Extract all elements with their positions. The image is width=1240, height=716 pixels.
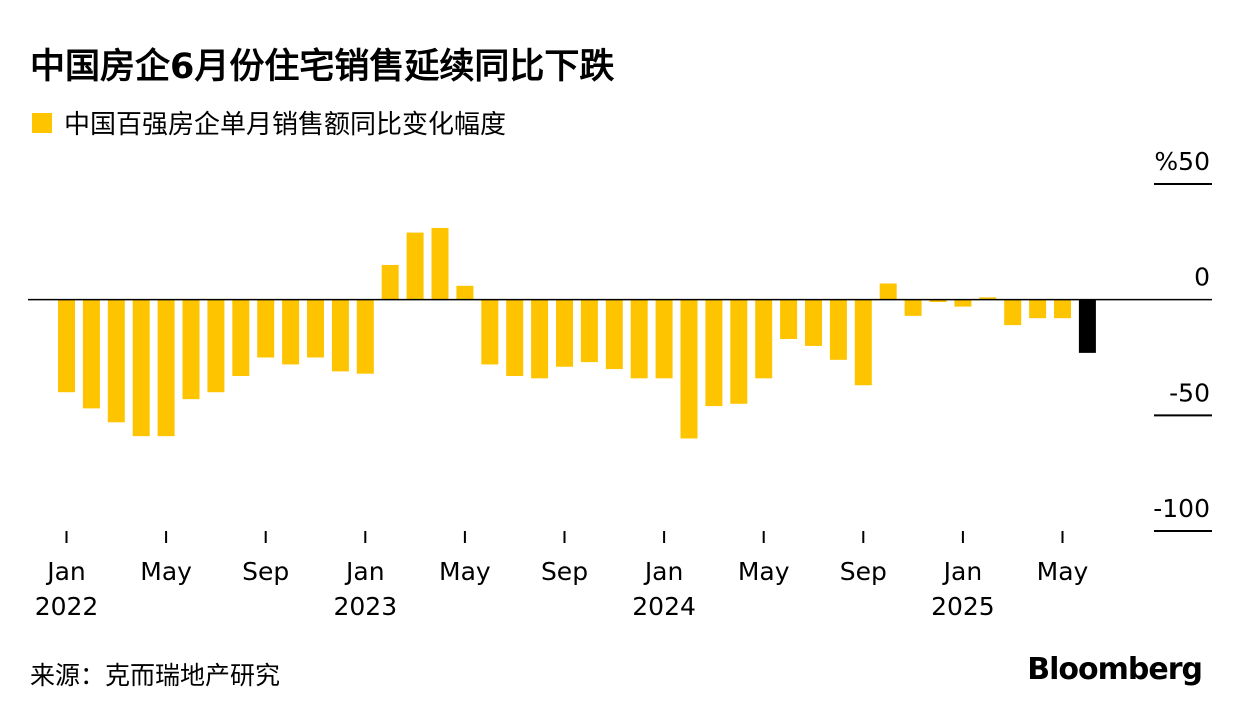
bar xyxy=(107,299,125,423)
bar xyxy=(82,299,100,409)
x-tick-label-month: Sep xyxy=(840,557,887,586)
bar xyxy=(580,299,598,363)
x-tick-label-month: May xyxy=(140,557,192,586)
bloomberg-logo: Bloomberg xyxy=(1027,652,1203,687)
bar xyxy=(182,299,200,400)
bar xyxy=(680,299,698,439)
bar xyxy=(1029,299,1047,319)
bar xyxy=(556,299,573,367)
bar xyxy=(705,299,723,407)
bar xyxy=(406,232,424,300)
bar xyxy=(132,299,150,437)
bar xyxy=(655,299,673,379)
bar xyxy=(232,299,250,377)
bar xyxy=(282,299,300,365)
legend: 中国百强房企单月销售额同比变化幅度 xyxy=(32,104,506,141)
x-tick-label-month: Sep xyxy=(541,557,588,586)
x-tick-label-month: May xyxy=(738,557,790,586)
bar xyxy=(58,299,75,393)
bar xyxy=(755,299,773,379)
x-tick-label-month: Jan xyxy=(45,557,86,586)
bar xyxy=(805,299,822,346)
bar xyxy=(1004,299,1022,326)
y-tick-label: -50 xyxy=(1169,378,1210,407)
legend-swatch xyxy=(32,112,52,133)
x-tick-label-year: 2023 xyxy=(333,592,397,621)
chart-title: 中国房企6月份住宅销售延续同比下跌 xyxy=(30,47,615,87)
y-tick-label: 0 xyxy=(1194,263,1210,292)
bar xyxy=(730,299,748,404)
x-tick-label-year: 2025 xyxy=(931,592,995,621)
y-tick-label: %50 xyxy=(1154,147,1210,176)
bar xyxy=(954,299,972,307)
x-tick-label-year: 2022 xyxy=(35,592,99,621)
bar xyxy=(605,299,623,370)
x-tick-label-month: May xyxy=(1037,557,1089,586)
bar xyxy=(257,299,275,358)
bar xyxy=(829,299,847,360)
legend-label: 中国百强房企单月销售额同比变化幅度 xyxy=(64,110,507,140)
bar xyxy=(854,299,872,386)
bar xyxy=(481,299,499,365)
bar xyxy=(381,264,399,300)
x-tick-label-month: Jan xyxy=(344,557,385,586)
x-tick-label-month: Sep xyxy=(242,557,289,586)
bar xyxy=(979,297,997,300)
bar xyxy=(929,299,947,302)
bar xyxy=(531,299,549,379)
bar xyxy=(780,299,798,339)
bar xyxy=(356,299,374,374)
bar xyxy=(904,299,922,316)
bar xyxy=(157,299,175,437)
bar xyxy=(506,299,524,377)
source-note: 来源：克而瑞地产研究 xyxy=(30,661,281,690)
bar xyxy=(207,299,225,393)
x-tick-label-month: Jan xyxy=(643,557,684,586)
bar xyxy=(307,299,324,358)
bar xyxy=(331,299,349,372)
bar xyxy=(630,299,648,379)
x-tick-label-month: May xyxy=(439,557,491,586)
bar-highlight xyxy=(1078,299,1096,353)
x-tick-label-month: Jan xyxy=(942,557,983,586)
y-tick-label: -100 xyxy=(1153,494,1210,523)
x-tick-label-year: 2024 xyxy=(632,592,696,621)
bar xyxy=(431,227,449,300)
bar xyxy=(456,285,474,300)
bar xyxy=(1054,299,1071,319)
bar xyxy=(879,283,897,300)
